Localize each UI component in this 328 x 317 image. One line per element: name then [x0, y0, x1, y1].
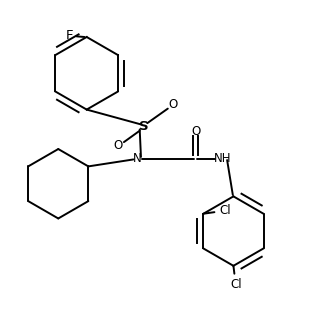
Text: S: S: [139, 120, 148, 133]
Text: N: N: [133, 152, 142, 165]
Text: Cl: Cl: [231, 278, 242, 291]
Text: Cl: Cl: [219, 204, 231, 217]
Text: O: O: [191, 125, 200, 138]
Text: F: F: [66, 29, 73, 42]
Text: O: O: [169, 98, 178, 111]
Text: NH: NH: [214, 152, 231, 165]
Text: O: O: [113, 139, 123, 152]
